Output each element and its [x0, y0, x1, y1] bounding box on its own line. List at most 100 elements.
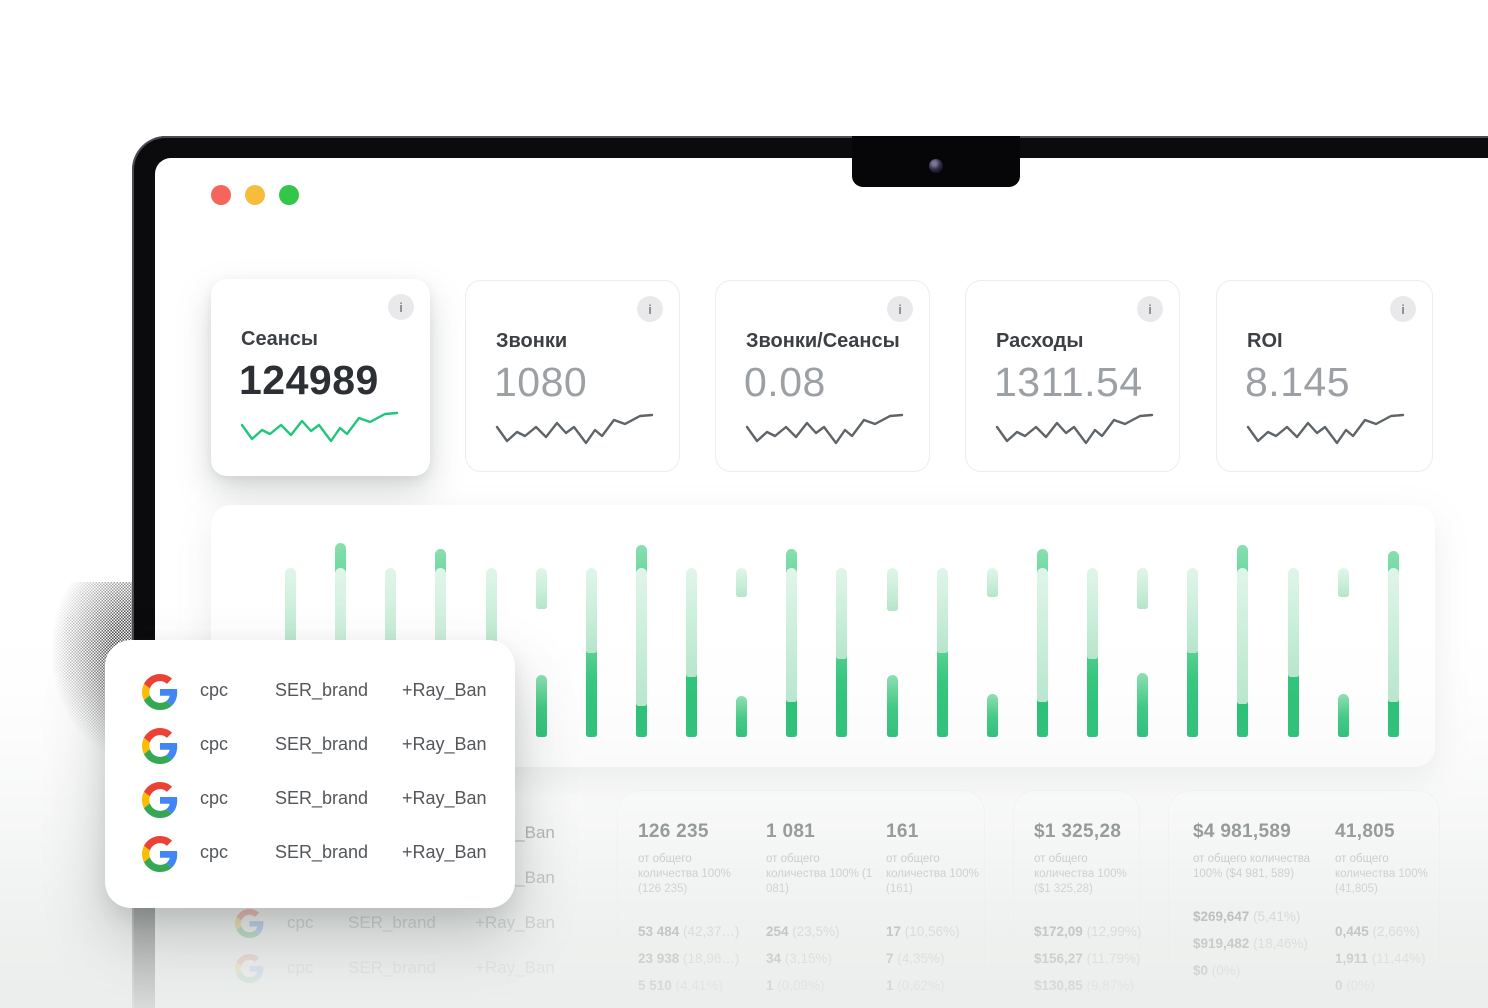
google-icon	[142, 782, 178, 818]
stat-total: $1 325,28	[1034, 821, 1122, 842]
sparkline	[744, 411, 906, 460]
stat-percent: (10,56%)	[901, 924, 960, 939]
stat-note: от общего количества 100% (161)	[886, 853, 979, 895]
kpi-value: 1311.54	[994, 359, 1143, 405]
stat-row: 1,911 (11,44%)	[1335, 945, 1431, 972]
stats-card: $4 981,589 от общего количества 100% ($4 …	[1168, 790, 1440, 1008]
kpi-card: i Звонки 1080	[465, 280, 680, 472]
stat-value: 1	[766, 978, 774, 993]
bar-previous	[1036, 568, 1048, 702]
stat-note: от общего количества 100% ($1 325,28)	[1034, 853, 1127, 895]
bar-previous	[1337, 568, 1349, 597]
keyword: +Ray_Ban	[475, 958, 555, 977]
stat-rows: 53 484 (42,37…) 23 938 (18,96…) 5 510 (4,4…	[638, 918, 754, 999]
info-button[interactable]: i	[637, 296, 663, 322]
stat-value: $269,647	[1193, 909, 1250, 924]
info-icon: i	[648, 301, 652, 317]
google-icon	[142, 728, 178, 764]
stat-total: 41,805	[1335, 821, 1395, 842]
stat-value: $156,27	[1034, 951, 1083, 966]
kpi-label: Сеансы	[241, 328, 318, 350]
stat-column: $4 981,589 от общего количества 100% ($4 …	[1193, 821, 1323, 984]
stat-note: от общего количества 100% ($4 981, 589)	[1193, 853, 1311, 880]
traffic-light-maximize[interactable]	[279, 185, 299, 205]
stat-row: 5 510 (4,41%)	[638, 972, 754, 999]
sparkline	[239, 409, 401, 458]
stat-value: 0	[1335, 978, 1343, 993]
stat-value: 7	[886, 951, 894, 966]
stat-percent: (5,41%)	[1249, 909, 1301, 924]
traffic-light-close[interactable]	[211, 185, 231, 205]
bar-previous	[1187, 568, 1199, 653]
stat-column: 161 от общего количества 100% (161) 17 (10…	[886, 821, 1002, 999]
stat-row: 17 (10,56%)	[886, 918, 1002, 945]
traffic-model: cpc	[200, 788, 229, 808]
bar-current	[886, 675, 898, 737]
bar-previous	[585, 568, 597, 653]
popup-row[interactable]: cpc SER_brand +Ray_Ban	[105, 828, 515, 882]
info-icon: i	[1401, 301, 1405, 317]
stat-row: $269,647 (5,41%)	[1193, 903, 1323, 930]
popup-row[interactable]: cpc SER_brand +Ray_Ban	[105, 774, 515, 828]
bar-pair	[886, 541, 914, 737]
stat-rows: $269,647 (5,41%) $919,482 (18,46%) $0 (0%)	[1193, 903, 1323, 984]
info-button[interactable]: i	[1137, 296, 1163, 322]
info-button[interactable]: i	[887, 296, 913, 322]
kpi-card: i Звонки/Сеансы 0.08	[715, 280, 930, 472]
stat-rows: 0,445 (2,66%) 1,911 (11,44%) 0 (0%)	[1335, 918, 1431, 999]
bar-previous	[986, 568, 998, 597]
kpi-card: i Расходы 1311.54	[965, 280, 1180, 472]
bar-pair	[1036, 541, 1064, 737]
popup-row[interactable]: cpc SER_brand +Ray_Ban	[105, 666, 515, 720]
ghost-table-row: cpc SER_brand +Ray_Ban	[215, 946, 592, 991]
bar-pair	[1087, 541, 1114, 737]
kpi-label: Расходы	[996, 330, 1084, 352]
info-button[interactable]: i	[388, 294, 414, 320]
stats-card: 126 235 от общего количества 100% (126 23…	[617, 790, 985, 1008]
popup-row[interactable]: cpc SER_brand +Ray_Ban	[105, 720, 515, 774]
kpi-value: 0.08	[744, 359, 826, 405]
kpi-value: 8.145	[1245, 359, 1351, 405]
bar-previous	[1387, 568, 1399, 702]
info-icon: i	[399, 299, 403, 315]
kpi-value: 124989	[239, 357, 379, 403]
stat-row: $156,27 (11,79%)	[1034, 945, 1140, 972]
campaign-name: SER_brand	[348, 958, 436, 977]
bar-previous	[736, 568, 748, 597]
stat-percent: (42,37…)	[679, 924, 740, 939]
stat-percent: (0,09%)	[773, 978, 825, 993]
stat-row: 254 (23,5%)	[766, 918, 882, 945]
stat-percent: (12,99%)	[1082, 924, 1142, 939]
bar-pair	[786, 541, 813, 737]
bar-current	[1337, 694, 1349, 737]
stat-percent: (0%)	[1342, 978, 1375, 993]
traffic-light-minimize[interactable]	[245, 185, 265, 205]
stat-total: 126 235	[638, 821, 709, 842]
bar-pair	[635, 541, 663, 737]
stat-value: 17	[886, 924, 902, 939]
stat-column: $1 325,28 от общего количества 100% ($1 3…	[1034, 821, 1141, 999]
stat-value: $172,09	[1034, 924, 1083, 939]
stat-percent: (9,87%)	[1082, 978, 1134, 993]
stat-row: $172,09 (12,99%)	[1034, 918, 1141, 945]
campaign-name: SER_brand	[275, 842, 369, 862]
info-button[interactable]: i	[1390, 296, 1416, 322]
kpi-label: Звонки	[496, 330, 568, 352]
traffic-model: cpc	[200, 734, 229, 754]
bar-pair	[1137, 541, 1164, 737]
bar-previous	[1137, 568, 1149, 609]
traffic-model: cpc	[200, 680, 229, 700]
sparkline	[494, 411, 656, 460]
stat-value: 0,445	[1335, 924, 1369, 939]
stat-row: 0 (0%)	[1335, 972, 1431, 999]
stat-value: $130,85	[1034, 978, 1083, 993]
bar-current	[736, 696, 748, 737]
bar-previous	[1087, 568, 1098, 659]
stat-row: 53 484 (42,37…)	[638, 918, 754, 945]
stat-value: 34	[766, 951, 782, 966]
google-icon	[142, 836, 178, 872]
kpi-label: ROI	[1247, 330, 1283, 352]
google-icon	[142, 674, 178, 710]
kpi-label: Звонки/Сеансы	[746, 330, 900, 352]
